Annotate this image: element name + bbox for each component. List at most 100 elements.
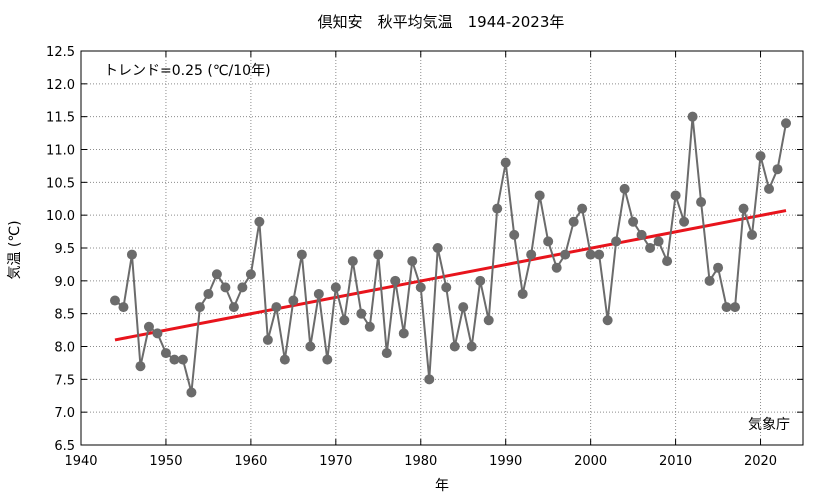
data-point (670, 190, 681, 201)
data-point (636, 229, 647, 240)
data-point (747, 229, 758, 240)
data-point (509, 229, 520, 240)
data-point (415, 282, 426, 293)
y-tick-label: 8.0 (54, 341, 75, 356)
data-point (602, 315, 613, 326)
y-tick-label: 12.5 (46, 45, 75, 60)
x-tick-label: 1990 (489, 454, 522, 469)
data-point (500, 157, 511, 168)
data-point (407, 256, 418, 267)
data-point (211, 269, 222, 280)
data-point (585, 249, 596, 260)
data-point (390, 275, 401, 286)
data-point (577, 203, 588, 214)
x-axis-title: 年 (435, 478, 449, 494)
data-point (543, 236, 554, 247)
data-point (203, 288, 214, 299)
y-tick-label: 9.0 (54, 275, 75, 290)
data-point (755, 151, 766, 162)
data-point (441, 282, 452, 293)
data-point (109, 295, 120, 306)
y-axis-title: 気温 (℃) (7, 220, 23, 279)
trend-layer (114, 209, 787, 342)
data-point (730, 302, 741, 313)
y-tick-label: 10.5 (46, 176, 75, 191)
data-point (262, 334, 273, 345)
data-point (483, 315, 494, 326)
data-point (339, 315, 350, 326)
data-point (475, 275, 486, 286)
data-point (177, 354, 188, 365)
trend-line (114, 209, 787, 342)
y-tick-label: 6.5 (54, 439, 75, 454)
data-point (245, 269, 256, 280)
data-point (696, 197, 707, 208)
x-tick-label: 2000 (574, 454, 607, 469)
data-point (118, 302, 129, 313)
data-point (679, 216, 690, 227)
data-point (568, 216, 579, 227)
trend-label: トレンド=0.25 (℃/10年) (104, 63, 271, 79)
data-point (356, 308, 367, 319)
data-point (194, 302, 205, 313)
data-point (322, 354, 333, 365)
data-point (517, 288, 528, 299)
data-point (254, 216, 265, 227)
data-point (449, 341, 460, 352)
data-point (228, 302, 239, 313)
data-point (424, 374, 435, 385)
x-tick-label: 1960 (234, 454, 267, 469)
data-point (364, 321, 375, 332)
data-point (551, 262, 562, 273)
chart-title: 倶知安 秋平均気温 1944-2023年 (318, 13, 565, 31)
data-point (152, 328, 163, 339)
data-point (526, 249, 537, 260)
x-tick-label: 1940 (64, 454, 97, 469)
source-label: 気象庁 (748, 417, 790, 433)
data-point (721, 302, 732, 313)
data-point (237, 282, 248, 293)
data-point (662, 256, 673, 267)
data-point (628, 216, 639, 227)
grid-lines (81, 51, 803, 445)
data-point (271, 302, 282, 313)
data-point (653, 236, 664, 247)
data-point (381, 348, 392, 359)
x-tick-label: 2020 (744, 454, 777, 469)
data-point (611, 236, 622, 247)
series-layer (109, 111, 792, 398)
data-point (398, 328, 409, 339)
data-point (126, 249, 137, 260)
data-point (373, 249, 384, 260)
data-point (288, 295, 299, 306)
data-point (764, 183, 775, 194)
data-point (143, 321, 154, 332)
data-point (645, 243, 656, 253)
data-point (687, 111, 698, 122)
data-point (186, 387, 197, 398)
y-tick-label: 10.0 (46, 209, 75, 224)
x-tick-label: 2010 (659, 454, 692, 469)
data-point (738, 203, 749, 214)
data-point (781, 118, 792, 129)
data-point (296, 249, 307, 260)
data-point (160, 348, 171, 359)
data-point (279, 354, 290, 365)
data-point (313, 288, 324, 299)
x-tick-label: 1970 (319, 454, 352, 469)
data-point (713, 262, 724, 273)
axis-ticks: 1940 1950 1960 1970 1980 1990 2000 2010 2020 6.5 7… (46, 45, 803, 469)
x-tick-label: 1950 (149, 454, 182, 469)
data-point (560, 249, 571, 260)
data-point (492, 203, 503, 214)
x-tick-label: 1980 (404, 454, 437, 469)
y-tick-label: 12.0 (46, 78, 75, 93)
y-tick-label: 7.5 (54, 373, 75, 388)
data-point (169, 354, 180, 365)
data-point (330, 282, 341, 293)
data-point (619, 183, 630, 194)
data-point (220, 282, 231, 293)
data-point (347, 256, 358, 267)
data-point (458, 302, 469, 313)
data-point (432, 243, 443, 253)
